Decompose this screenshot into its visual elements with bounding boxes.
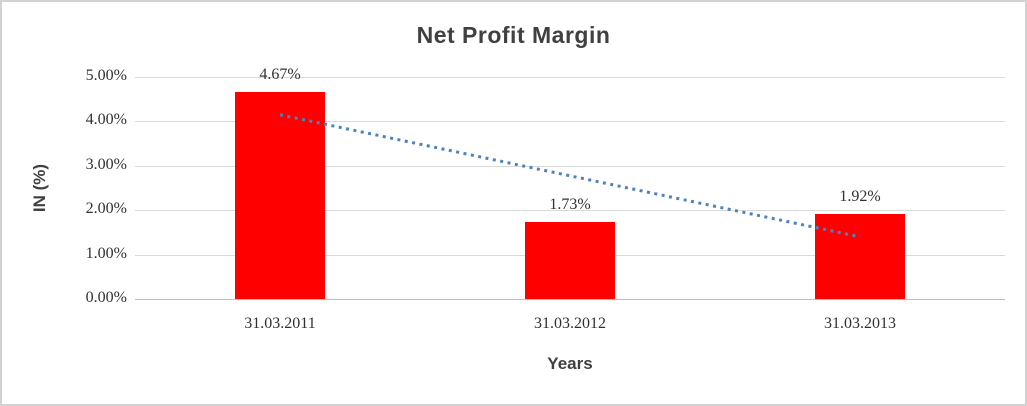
x-axis-title: Years xyxy=(547,354,593,373)
y-tick-label: 4.00% xyxy=(85,111,127,129)
trendline xyxy=(279,113,861,239)
y-tick-label: 0.00% xyxy=(85,289,127,306)
y-gridline xyxy=(135,210,1005,212)
y-tick-label: 2.00% xyxy=(85,200,127,218)
y-tick-label: 1.00% xyxy=(85,244,127,262)
bar xyxy=(525,222,615,299)
bar-data-label: 4.67% xyxy=(259,65,301,83)
x-tick-label: 31.03.2012 xyxy=(534,315,606,332)
bar xyxy=(235,91,325,299)
bar xyxy=(815,213,905,299)
x-tick-label: 31.03.2011 xyxy=(244,315,316,332)
y-tick-label: 3.00% xyxy=(85,155,127,173)
bar-data-label: 1.92% xyxy=(839,187,881,205)
y-gridline xyxy=(135,165,1005,167)
y-gridline xyxy=(135,77,1005,78)
y-gridline xyxy=(135,121,1005,123)
y-tick-label: 5.00% xyxy=(85,67,127,84)
x-axis-line xyxy=(135,299,1005,300)
chart-title: Net Profit Margin xyxy=(416,22,611,48)
bar-data-label: 1.73% xyxy=(549,196,591,214)
plot-area xyxy=(135,77,1005,300)
x-tick-label: 31.03.2013 xyxy=(824,315,896,332)
